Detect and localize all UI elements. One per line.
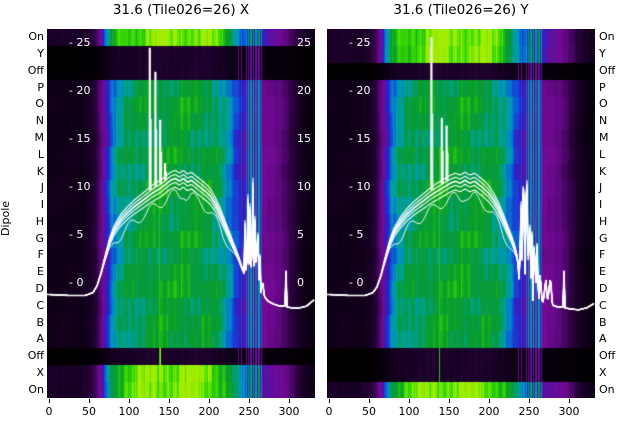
dipole-row-label: N (599, 114, 608, 128)
dipole-row-label: B (36, 315, 44, 329)
x-tick-mark (369, 399, 370, 403)
x-tick-label: 300 (278, 405, 300, 418)
db-tick-label: - 20 (69, 84, 91, 97)
dipole-row-label: H (35, 214, 44, 228)
dipole-row-label: Y (599, 47, 606, 61)
dipole-row-label: G (599, 231, 608, 245)
x-tick-label: 250 (238, 405, 260, 418)
x-tick-label: 200 (198, 405, 220, 418)
x-tick-mark (169, 399, 170, 403)
dipole-row-label: J (599, 181, 603, 195)
x-tick-mark (89, 399, 90, 403)
x-tick-mark (129, 399, 130, 403)
dipole-row-label: X (599, 365, 607, 379)
x-tick-label: 0 (325, 405, 333, 418)
dipole-row-label: A (599, 332, 607, 346)
dipole-row-label: Off (599, 63, 616, 77)
x-tick-label: 50 (82, 405, 96, 418)
dipole-row-label: O (599, 97, 608, 111)
x-tick-label: 250 (518, 405, 540, 418)
db-tick-label: - 0 (69, 276, 84, 289)
x-tick-label: 100 (398, 405, 420, 418)
x-tick-mark (249, 399, 250, 403)
dipole-row-label: I (599, 198, 603, 212)
dipole-row-label: A (36, 332, 44, 346)
dipole-row-label: Off (27, 349, 44, 363)
dipole-row-label: F (599, 248, 606, 262)
heatmap-panel-y: - 25 - 20 - 15 - 10 - 5 - 0 (327, 29, 595, 398)
db-tick-label: - 5 (349, 228, 364, 241)
x-tick-mark (529, 399, 530, 403)
dipole-row-label: C (36, 298, 44, 312)
dipole-row-label: On (599, 30, 615, 44)
dipole-row-label: D (35, 281, 44, 295)
db-tick-label-edge: 5 (297, 228, 304, 241)
dipole-row-label: Y (37, 47, 44, 61)
dipole-row-label: P (37, 80, 44, 94)
db-tick-label-edge: 10 (297, 180, 311, 193)
heatmap-canvas-y (327, 29, 595, 398)
dipole-row-label: K (599, 164, 607, 178)
dipole-row-label: H (599, 214, 608, 228)
db-tick-label: - 5 (69, 228, 84, 241)
dipole-row-label: J (40, 181, 44, 195)
db-tick-label: - 0 (349, 276, 364, 289)
x-tick-mark (409, 399, 410, 403)
x-tick-label: 150 (438, 405, 460, 418)
x-tick-mark (49, 399, 50, 403)
db-tick-label: - 10 (349, 180, 371, 193)
dipole-row-label: I (40, 198, 44, 212)
x-tick-label: 150 (158, 405, 180, 418)
dipole-row-label: X (36, 365, 44, 379)
heatmap-canvas-x (47, 29, 315, 398)
dipole-row-label: Off (599, 349, 616, 363)
dipole-row-label: On (28, 30, 44, 44)
dipole-row-label: M (599, 131, 609, 145)
dipole-row-label: On (28, 382, 44, 396)
db-tick-label-edge: 15 (297, 132, 311, 145)
dipole-row-label: N (35, 114, 44, 128)
dipole-row-label: E (599, 265, 606, 279)
heatmap-panel-x: - 25 - 20 - 15 - 10 - 5 - 0 25 20 15 10 5 0 (47, 29, 315, 398)
dipole-row-label: P (599, 80, 606, 94)
db-tick-label-edge: 25 (297, 36, 311, 49)
db-tick-label: - 20 (349, 84, 371, 97)
db-tick-label: - 25 (349, 36, 371, 49)
dipole-row-label: K (36, 164, 44, 178)
db-tick-label: - 25 (69, 36, 91, 49)
x-tick-label: 100 (118, 405, 140, 418)
db-tick-label: - 15 (349, 132, 371, 145)
x-tick-mark (569, 399, 570, 403)
panel-x-title: 31.6 (Tile026=26) X (112, 2, 250, 18)
x-tick-mark (289, 399, 290, 403)
x-tick-label: 0 (45, 405, 53, 418)
dipole-row-label: F (37, 248, 44, 262)
x-tick-mark (329, 399, 330, 403)
dipole-row-label: E (37, 265, 44, 279)
x-tick-label: 50 (362, 405, 376, 418)
db-tick-label-edge: 0 (297, 276, 304, 289)
x-tick-mark (449, 399, 450, 403)
dipole-row-label: L (599, 147, 606, 161)
db-tick-label-edge: 20 (297, 84, 311, 97)
dipole-row-label: O (35, 97, 44, 111)
dipole-row-label: C (599, 298, 607, 312)
dipole-row-label: D (599, 281, 608, 295)
db-tick-label: - 10 (69, 180, 91, 193)
dipole-row-label: B (599, 315, 607, 329)
x-tick-label: 300 (558, 405, 580, 418)
x-tick-label: 200 (478, 405, 500, 418)
db-tick-label: - 15 (69, 132, 91, 145)
x-tick-mark (489, 399, 490, 403)
dipole-row-label: G (35, 231, 44, 245)
panel-y-title: 31.6 (Tile026=26) Y (393, 2, 529, 18)
dipole-row-label: M (34, 131, 45, 145)
dipole-row-label: L (37, 147, 44, 161)
dipole-row-label: On (599, 382, 615, 396)
x-tick-mark (209, 399, 210, 403)
dipole-row-label: Off (27, 63, 44, 77)
